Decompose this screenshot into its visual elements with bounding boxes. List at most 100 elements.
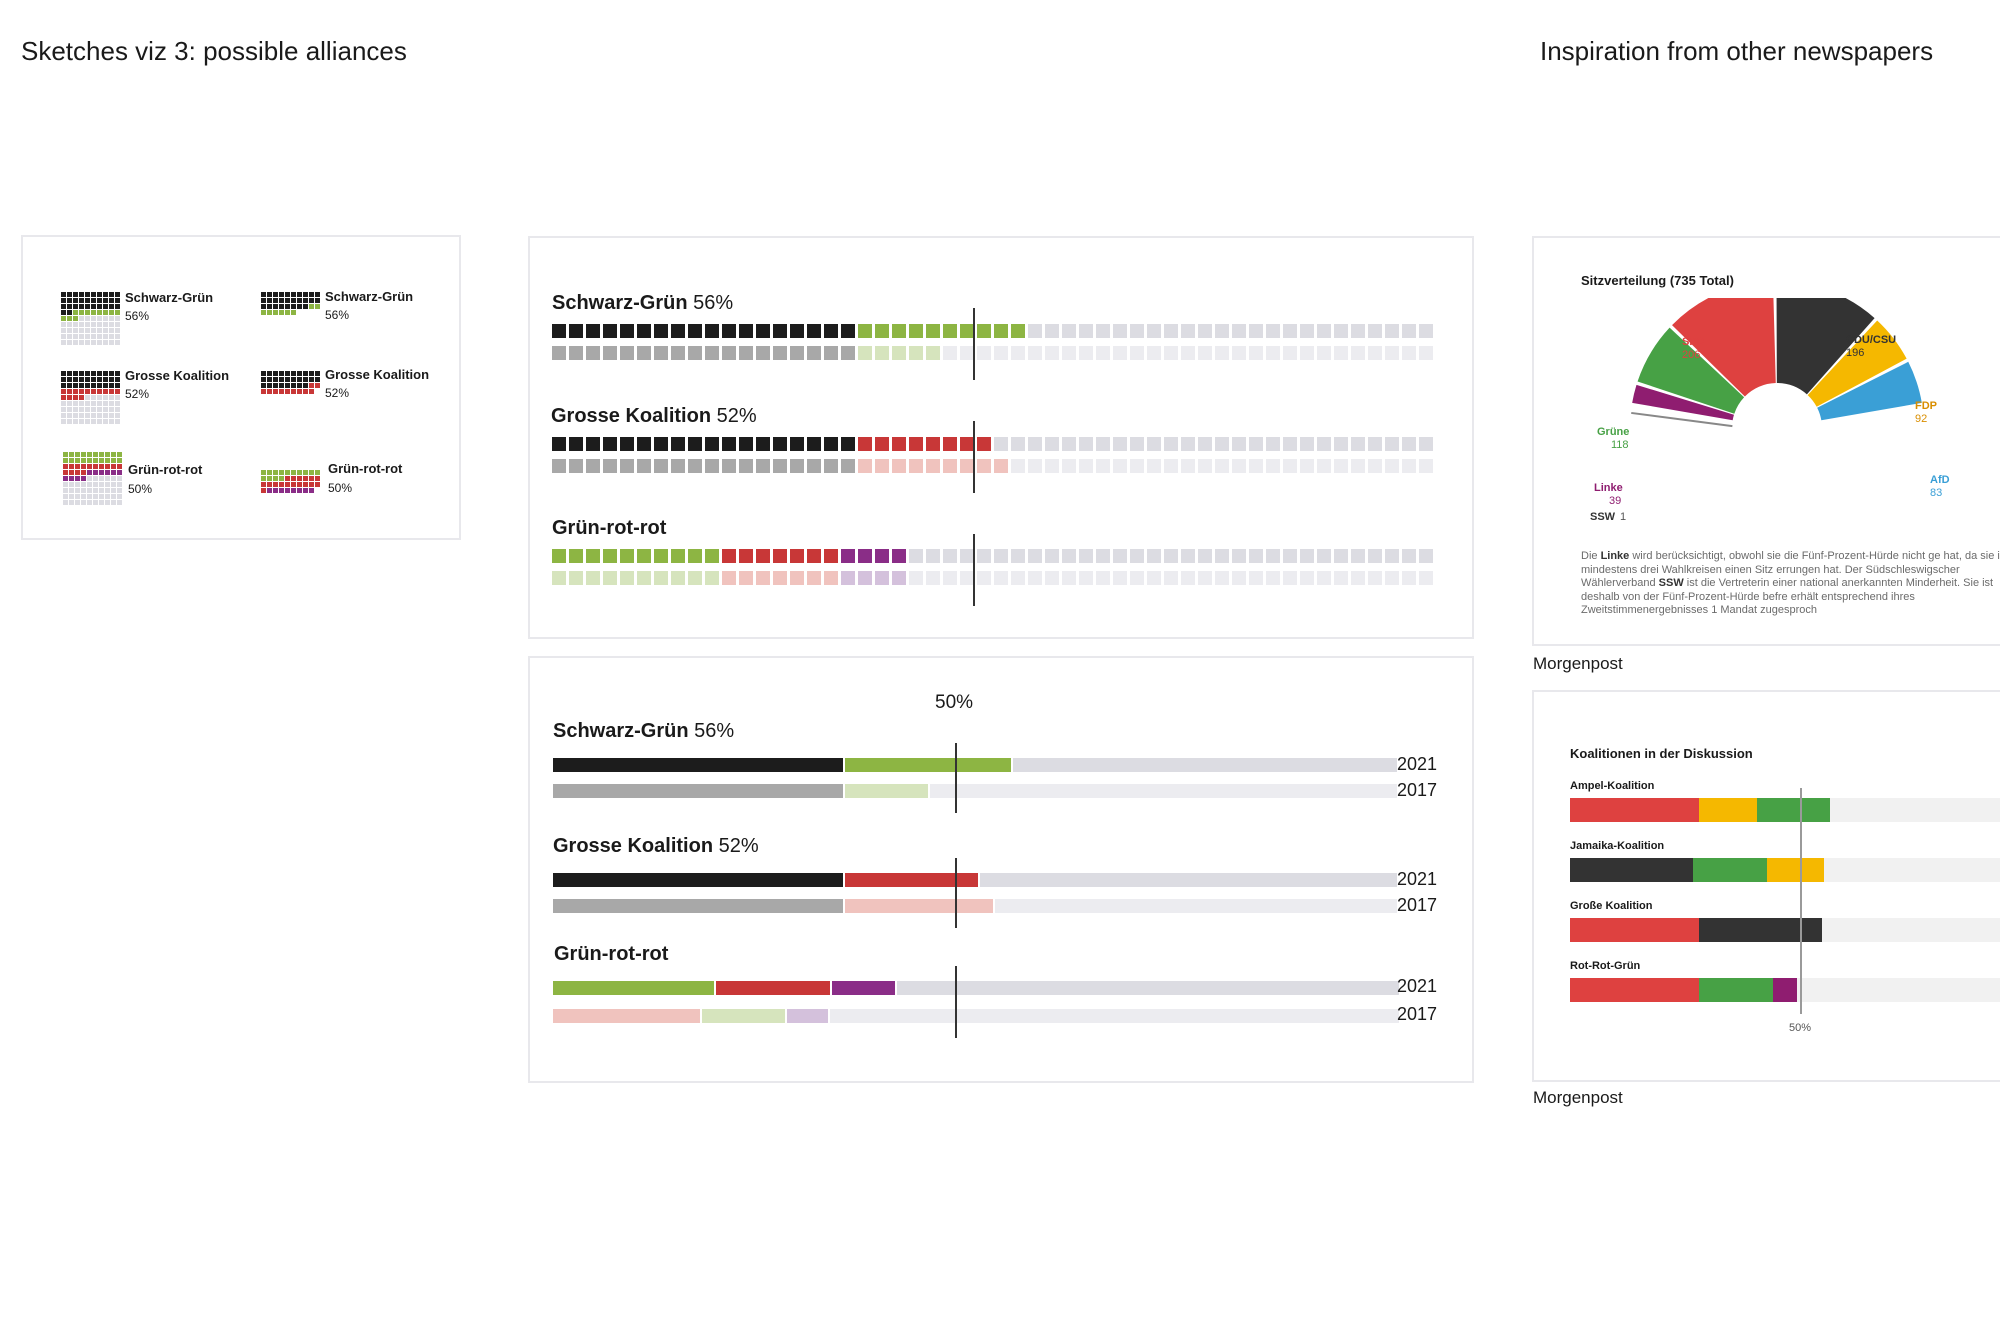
waffle-cell-cdu: [279, 377, 284, 382]
waffle-cell-spd: [297, 476, 302, 481]
square-empty: [1351, 346, 1365, 360]
square-green: [654, 571, 668, 585]
square-spd: [875, 437, 889, 451]
waffle-cell-empty: [91, 322, 96, 327]
square-spd: [824, 549, 838, 563]
waffle-pct: 50%: [328, 481, 353, 495]
bar-segment-green: [844, 758, 1012, 772]
waffle-cell-cdu: [103, 377, 108, 382]
majority-line: [973, 534, 975, 606]
square-empty: [1130, 549, 1144, 563]
waffle-cell-cdu: [73, 383, 78, 388]
waffle-cell-spd: [291, 482, 296, 487]
waffle-cell-cdu: [61, 383, 66, 388]
coalition-segment-spd: [1570, 978, 1699, 1002]
square-spd: [756, 549, 770, 563]
waffle-grosse-koalition-a: [61, 371, 120, 424]
waffle-cell-empty: [91, 401, 96, 406]
waffle-cell-cdu: [115, 383, 120, 388]
square-empty: [1334, 346, 1348, 360]
square-cdu: [620, 459, 634, 473]
waffle-cell-green: [109, 310, 114, 315]
bar-group-title: Grosse Koalition 52%: [553, 835, 759, 857]
waffle-cell-green: [309, 470, 314, 475]
waffle-cell-green: [267, 470, 272, 475]
waffle-cell-empty: [91, 407, 96, 412]
coalition-segment-linke: [1772, 978, 1798, 1002]
waffle-cell-linke: [93, 470, 98, 475]
square-empty: [1283, 346, 1297, 360]
waffle-cell-cdu: [285, 298, 290, 303]
square-empty: [1300, 549, 1314, 563]
waffle-cell-empty: [97, 322, 102, 327]
waffle-cell-cdu: [109, 371, 114, 376]
waffle-cell-empty: [61, 334, 66, 339]
bar-segment-empty: [830, 1009, 1399, 1023]
square-cdu: [671, 346, 685, 360]
waffle-cell-cdu: [315, 292, 320, 297]
waffle-cell-cdu: [115, 304, 120, 309]
square-empty: [1368, 346, 1382, 360]
square-row-2021: [552, 324, 1433, 338]
square-cdu: [637, 437, 651, 451]
square-empty: [1317, 459, 1331, 473]
waffle-gruen-rot-rot-a: [63, 452, 122, 505]
waffle-cell-empty: [85, 328, 90, 333]
waffle-cell-empty: [105, 488, 110, 493]
square-empty: [1181, 346, 1195, 360]
waffle-cell-spd: [297, 482, 302, 487]
waffle-cell-cdu: [103, 298, 108, 303]
waffle-cell-empty: [85, 419, 90, 424]
square-group-title: Grosse Koalition 52%: [551, 405, 757, 427]
waffle-cell-cdu: [291, 383, 296, 388]
party-name-spd: SPD: [1682, 336, 1705, 348]
square-empty: [926, 549, 940, 563]
waffle-cell-cdu: [73, 371, 78, 376]
waffle-cell-cdu: [261, 377, 266, 382]
bar-segment-empty: [1013, 758, 1397, 772]
waffle-cell-green: [105, 458, 110, 463]
square-empty: [1317, 437, 1331, 451]
waffle-cell-empty: [67, 419, 72, 424]
square-empty: [1113, 549, 1127, 563]
bar-segment-spd: [553, 1009, 700, 1023]
square-spd: [909, 437, 923, 451]
square-empty: [1419, 346, 1433, 360]
waffle-cell-cdu: [97, 292, 102, 297]
waffle-cell-linke: [117, 470, 122, 475]
waffle-cell-empty: [67, 407, 72, 412]
waffle-cell-empty: [61, 419, 66, 424]
waffle-cell-green: [75, 452, 80, 457]
square-group-title: Grün-rot-rot: [552, 517, 667, 539]
square-empty: [1062, 324, 1076, 338]
waffle-cell-spd: [99, 464, 104, 469]
waffle-cell-spd: [63, 470, 68, 475]
square-empty: [1130, 346, 1144, 360]
waffle-cell-empty: [73, 407, 78, 412]
waffle-cell-cdu: [261, 371, 266, 376]
waffle-cell-empty: [97, 413, 102, 418]
square-cdu: [790, 346, 804, 360]
waffle-cell-empty: [117, 488, 122, 493]
square-empty: [1402, 459, 1416, 473]
square-cdu: [654, 437, 668, 451]
waffle-cell-spd: [61, 389, 66, 394]
square-empty: [1334, 571, 1348, 585]
square-green: [858, 324, 872, 338]
waffle-label: Grün-rot-rot: [328, 461, 403, 476]
waffle-cell-green: [99, 452, 104, 457]
square-spd: [739, 571, 753, 585]
waffle-cell-empty: [69, 500, 74, 505]
waffle-cell-empty: [99, 488, 104, 493]
square-green: [1011, 324, 1025, 338]
square-empty: [1147, 437, 1161, 451]
waffle-cell-cdu: [303, 292, 308, 297]
waffle-cell-linke: [99, 470, 104, 475]
bar-2017: [553, 899, 1397, 913]
waffle-cell-empty: [81, 482, 86, 487]
square-spd: [926, 459, 940, 473]
square-empty: [1096, 324, 1110, 338]
waffle-sketch-panel: Schwarz-Grün 56% Schwarz-Grün 56% Grosse…: [21, 235, 461, 540]
waffle-cell-empty: [87, 488, 92, 493]
square-empty: [1266, 549, 1280, 563]
